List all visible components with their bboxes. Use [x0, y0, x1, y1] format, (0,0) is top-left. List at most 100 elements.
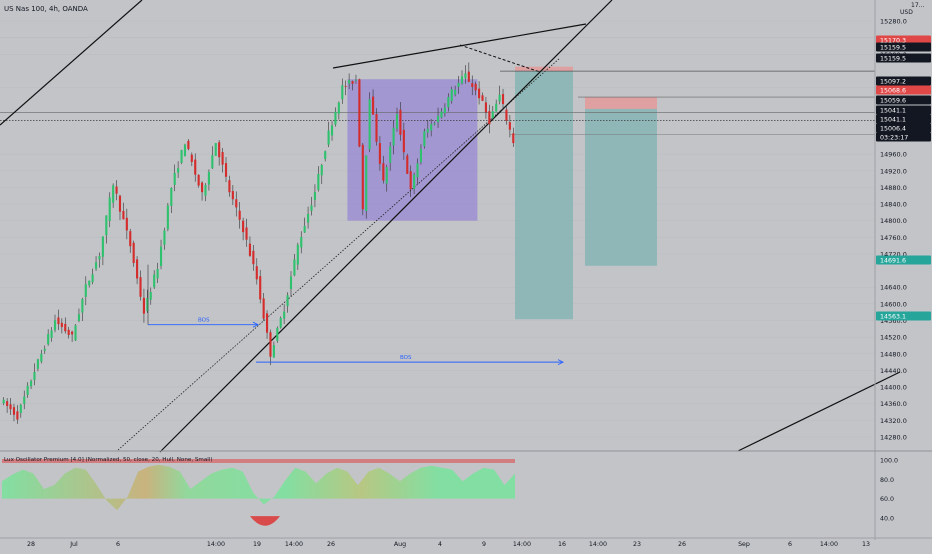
candle[interactable]: [413, 172, 416, 194]
candle[interactable]: [351, 80, 354, 91]
candle[interactable]: [98, 252, 101, 268]
candle[interactable]: [334, 107, 337, 127]
candle[interactable]: [6, 398, 9, 413]
candle[interactable]: [392, 120, 395, 155]
candle[interactable]: [197, 174, 200, 188]
candle[interactable]: [313, 184, 316, 208]
drawing-lines[interactable]: [0, 0, 901, 453]
candle[interactable]: [402, 122, 405, 160]
candle[interactable]: [218, 140, 221, 166]
candle[interactable]: [12, 403, 16, 422]
candle[interactable]: [228, 175, 231, 197]
candle[interactable]: [283, 304, 286, 324]
candle[interactable]: [139, 270, 142, 301]
candle[interactable]: [173, 164, 176, 192]
candle[interactable]: [289, 271, 293, 297]
candle[interactable]: [389, 141, 392, 171]
candle[interactable]: [187, 139, 190, 151]
candle[interactable]: [190, 152, 193, 167]
candle[interactable]: [57, 309, 60, 330]
candle[interactable]: [447, 93, 450, 112]
candle[interactable]: [365, 155, 368, 219]
candle[interactable]: [368, 92, 371, 153]
candle[interactable]: [170, 187, 173, 214]
candle[interactable]: [423, 128, 426, 149]
candle[interactable]: [64, 317, 67, 334]
candle[interactable]: [50, 327, 53, 342]
candle[interactable]: [53, 314, 57, 333]
candle[interactable]: [159, 239, 163, 270]
candle[interactable]: [91, 268, 94, 285]
candle[interactable]: [378, 136, 381, 171]
candle[interactable]: [183, 143, 187, 157]
candle[interactable]: [382, 155, 385, 184]
candle[interactable]: [238, 201, 241, 229]
candle[interactable]: [481, 92, 484, 102]
candle[interactable]: [108, 192, 111, 228]
candle[interactable]: [201, 181, 204, 201]
candle[interactable]: [224, 157, 228, 183]
candle[interactable]: [419, 144, 423, 165]
candle[interactable]: [495, 99, 498, 112]
candle[interactable]: [406, 153, 409, 175]
candle[interactable]: [16, 405, 19, 424]
candle[interactable]: [348, 73, 351, 89]
candle[interactable]: [142, 288, 145, 323]
candle[interactable]: [23, 390, 26, 410]
trendline-lower-right[interactable]: [737, 371, 901, 452]
candle[interactable]: [286, 292, 289, 313]
candle[interactable]: [19, 403, 22, 418]
candle[interactable]: [471, 75, 474, 96]
candle[interactable]: [9, 398, 12, 416]
candle[interactable]: [132, 240, 135, 267]
candle[interactable]: [207, 169, 210, 191]
candle[interactable]: [242, 217, 245, 241]
candle[interactable]: [293, 254, 296, 277]
candle[interactable]: [265, 310, 269, 339]
candle[interactable]: [433, 121, 436, 126]
candle[interactable]: [235, 191, 238, 217]
candle[interactable]: [112, 183, 115, 208]
candle[interactable]: [467, 62, 470, 83]
candle[interactable]: [385, 164, 388, 192]
candle[interactable]: [430, 118, 433, 137]
candle[interactable]: [317, 166, 320, 192]
candles[interactable]: [2, 62, 515, 424]
candle[interactable]: [115, 180, 118, 201]
candle[interactable]: [272, 341, 275, 358]
candle[interactable]: [307, 206, 310, 229]
candle[interactable]: [177, 161, 180, 179]
candle[interactable]: [47, 329, 50, 346]
candle[interactable]: [221, 148, 224, 173]
time-axis[interactable]: 28 Jul 6 14:00 19 14:00 26 Aug 4 9 14:00 16 14:00 23 2…: [27, 541, 870, 548]
candle[interactable]: [508, 115, 511, 138]
candle[interactable]: [484, 96, 487, 119]
candle[interactable]: [194, 153, 197, 182]
candle[interactable]: [416, 158, 419, 185]
candle[interactable]: [501, 88, 505, 110]
candle[interactable]: [296, 242, 299, 270]
candle[interactable]: [255, 258, 258, 285]
candle[interactable]: [40, 349, 43, 364]
candle[interactable]: [77, 308, 81, 323]
candle[interactable]: [324, 150, 327, 162]
candle[interactable]: [464, 65, 467, 84]
candle[interactable]: [81, 297, 84, 321]
candle[interactable]: [491, 105, 494, 121]
candle[interactable]: [84, 276, 87, 306]
candle[interactable]: [214, 142, 217, 156]
candle[interactable]: [153, 270, 156, 290]
candle[interactable]: [450, 86, 453, 104]
symbol-title[interactable]: US Nas 100, 4h, OANDA: [4, 5, 88, 13]
candle[interactable]: [303, 217, 306, 233]
candle[interactable]: [474, 81, 477, 96]
oscillator-title[interactable]: Lux Oscillator Premium [4.0] (Normalized…: [4, 457, 213, 463]
bos-annotations[interactable]: BOS BOS: [147, 264, 565, 366]
candle[interactable]: [252, 245, 255, 271]
candle[interactable]: [30, 379, 33, 389]
candle[interactable]: [211, 146, 214, 169]
candle[interactable]: [498, 85, 501, 105]
candle[interactable]: [344, 80, 347, 96]
trendline-upper-left[interactable]: [0, 0, 143, 126]
